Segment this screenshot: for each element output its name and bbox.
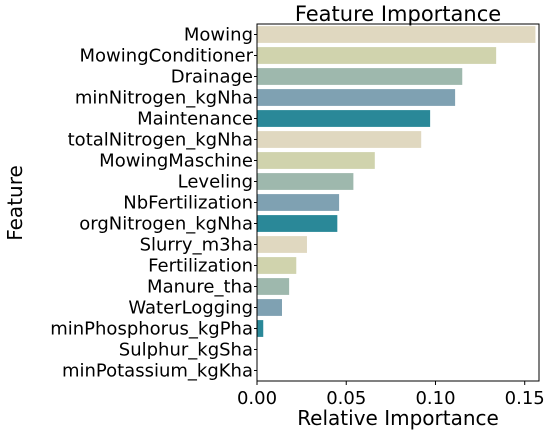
plot-area: MowingMowingConditionerDrainageminNitrog…	[50, 23, 545, 409]
category-label: NbFertilization	[123, 193, 253, 214]
category-label: Leveling	[178, 172, 253, 193]
bar	[257, 68, 463, 85]
x-tick-label: 0.05	[326, 388, 366, 409]
bar	[257, 131, 422, 148]
bar	[257, 194, 340, 211]
bar	[257, 320, 264, 337]
bar	[257, 89, 456, 106]
category-label: orgNitrogen_kgNha	[79, 214, 253, 235]
category-label: minPotassium_kgKha	[62, 361, 253, 382]
category-label: totalNitrogen_kgNha	[68, 130, 253, 151]
bar	[257, 299, 282, 316]
category-label: Drainage	[171, 67, 253, 88]
chart-title: Feature Importance	[295, 2, 501, 26]
category-label: Slurry_m3ha	[140, 235, 253, 256]
x-tick-label: 0.15	[505, 388, 545, 409]
bar	[257, 173, 354, 190]
bar	[257, 152, 375, 169]
y-axis-label: Feature	[3, 165, 27, 241]
bar	[257, 278, 290, 295]
category-label: Maintenance	[137, 109, 253, 130]
bar	[257, 26, 536, 43]
x-tick-label: 0.00	[237, 388, 277, 409]
category-label: MowingMaschine	[99, 151, 253, 172]
category-label: minNitrogen_kgNha	[75, 88, 253, 109]
category-label: MowingConditioner	[80, 46, 254, 67]
x-tick-label: 0.10	[415, 388, 455, 409]
bar	[257, 236, 307, 253]
bar	[257, 257, 297, 274]
category-label: Mowing	[184, 25, 253, 46]
category-label: minPhosphorus_kgPha	[50, 319, 253, 340]
category-label: Manure_tha	[147, 277, 253, 298]
category-label: WaterLogging	[128, 298, 253, 319]
bar	[257, 215, 338, 232]
category-label: Fertilization	[148, 256, 253, 277]
bar	[257, 110, 431, 127]
x-axis-label: Relative Importance	[297, 406, 499, 430]
bar	[257, 47, 497, 64]
plot-frame	[256, 23, 540, 382]
category-label: Sulphur_kgSha	[119, 340, 253, 361]
